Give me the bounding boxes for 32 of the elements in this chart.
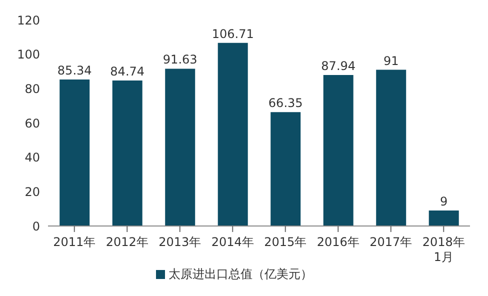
- data-label: 87.94: [321, 59, 356, 74]
- y-tick-label: 20: [24, 184, 40, 199]
- bar: [60, 80, 90, 226]
- x-tick-label: 2014年: [211, 235, 254, 249]
- legend-label: 太原进出口总值（亿美元）: [168, 267, 312, 281]
- x-tick-label: 2013年: [158, 235, 202, 249]
- y-tick-label: 60: [24, 116, 40, 130]
- data-label: 91.63: [162, 52, 198, 67]
- y-tick-label: 0: [32, 219, 40, 234]
- bar: [323, 75, 354, 226]
- bar: [165, 68, 196, 226]
- bar: [218, 42, 248, 226]
- y-tick-label: 100: [17, 48, 40, 62]
- data-label: 66.35: [268, 96, 303, 110]
- y-tick-label: 120: [17, 13, 40, 28]
- bar: [270, 112, 301, 226]
- data-label: 91: [383, 54, 399, 68]
- bar: [112, 80, 142, 226]
- x-tick-label: 2015年: [264, 235, 307, 249]
- bar: [376, 70, 406, 226]
- data-label: 85.34: [57, 64, 92, 78]
- x-tick-label: 2012年: [106, 235, 148, 249]
- data-label: 106.71: [212, 26, 254, 41]
- x-tick-label: 2016年: [316, 235, 360, 249]
- x-tick-label: 2018年 1月: [422, 235, 465, 264]
- data-label: 9: [440, 194, 448, 209]
- x-tick-label: 2011年: [53, 235, 96, 249]
- x-tick-label: 2017年: [370, 235, 412, 249]
- y-tick-label: 40: [24, 150, 40, 165]
- y-tick-label: 80: [24, 82, 40, 96]
- data-label: 84.74: [110, 64, 145, 79]
- bar: [428, 210, 459, 226]
